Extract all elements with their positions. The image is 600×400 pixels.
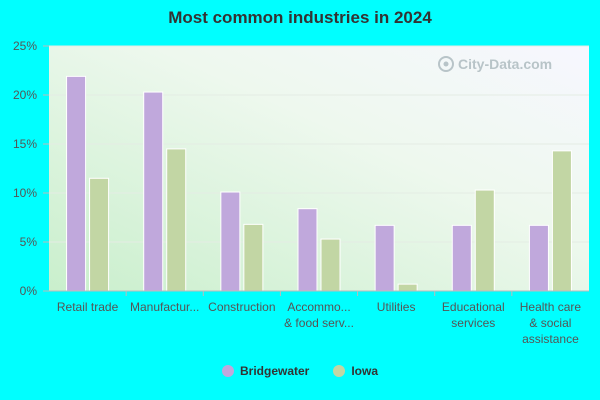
legend-swatch xyxy=(221,365,234,377)
bar-iowa[interactable] xyxy=(89,177,110,292)
legend-label: Bridgewater xyxy=(239,364,310,378)
chart-title: Most common industries in 2024 xyxy=(168,8,432,27)
legend-swatch xyxy=(333,365,346,377)
y-tick-label: 10% xyxy=(13,186,37,200)
bar-iowa[interactable] xyxy=(397,283,418,292)
bar-bridgewater[interactable] xyxy=(66,75,87,292)
watermark-text: City-Data.com xyxy=(458,56,552,72)
bar-iowa[interactable] xyxy=(474,189,495,292)
bar-bridgewater[interactable] xyxy=(374,224,395,292)
bar-iowa[interactable] xyxy=(320,238,341,292)
y-tick-label: 0% xyxy=(20,284,38,298)
legend-item-iowa[interactable]: Iowa xyxy=(333,364,378,378)
bar-iowa[interactable] xyxy=(551,150,572,292)
bars xyxy=(66,75,572,292)
axes: 0% 5% 10% 15% 20% 25% Retail trade Manufactur..… xyxy=(13,39,589,346)
y-tick-label: 15% xyxy=(13,137,37,151)
legend-item-bridgewater[interactable]: Bridgewater xyxy=(221,364,310,378)
x-tick-label: Accommo... & food serv... xyxy=(284,300,354,330)
gridlines xyxy=(49,45,589,243)
plot-area xyxy=(49,46,589,291)
bar-iowa[interactable] xyxy=(243,223,264,292)
legend: Bridgewater Iowa xyxy=(0,364,600,378)
bar-bridgewater[interactable] xyxy=(220,191,241,292)
x-tick-label: Educational services xyxy=(442,300,505,330)
watermark: City-Data.com xyxy=(438,56,552,72)
x-tick-label: Manufactur... xyxy=(130,300,199,314)
y-tick-label: 20% xyxy=(13,88,37,102)
bar-bridgewater[interactable] xyxy=(143,91,164,292)
x-tick-label: Construction xyxy=(208,300,275,314)
x-tick-label: Health care & social assistance xyxy=(520,300,582,346)
y-tick-label: 5% xyxy=(20,235,38,249)
x-tick-label: Retail trade xyxy=(57,300,119,314)
x-tick-label: Utilities xyxy=(377,300,416,314)
y-tick-label: 25% xyxy=(13,39,37,53)
bar-iowa[interactable] xyxy=(166,148,187,292)
legend-label: Iowa xyxy=(351,364,379,378)
bar-bridgewater[interactable] xyxy=(297,208,318,292)
bar-bridgewater[interactable] xyxy=(528,224,549,292)
bar-bridgewater[interactable] xyxy=(451,224,472,292)
